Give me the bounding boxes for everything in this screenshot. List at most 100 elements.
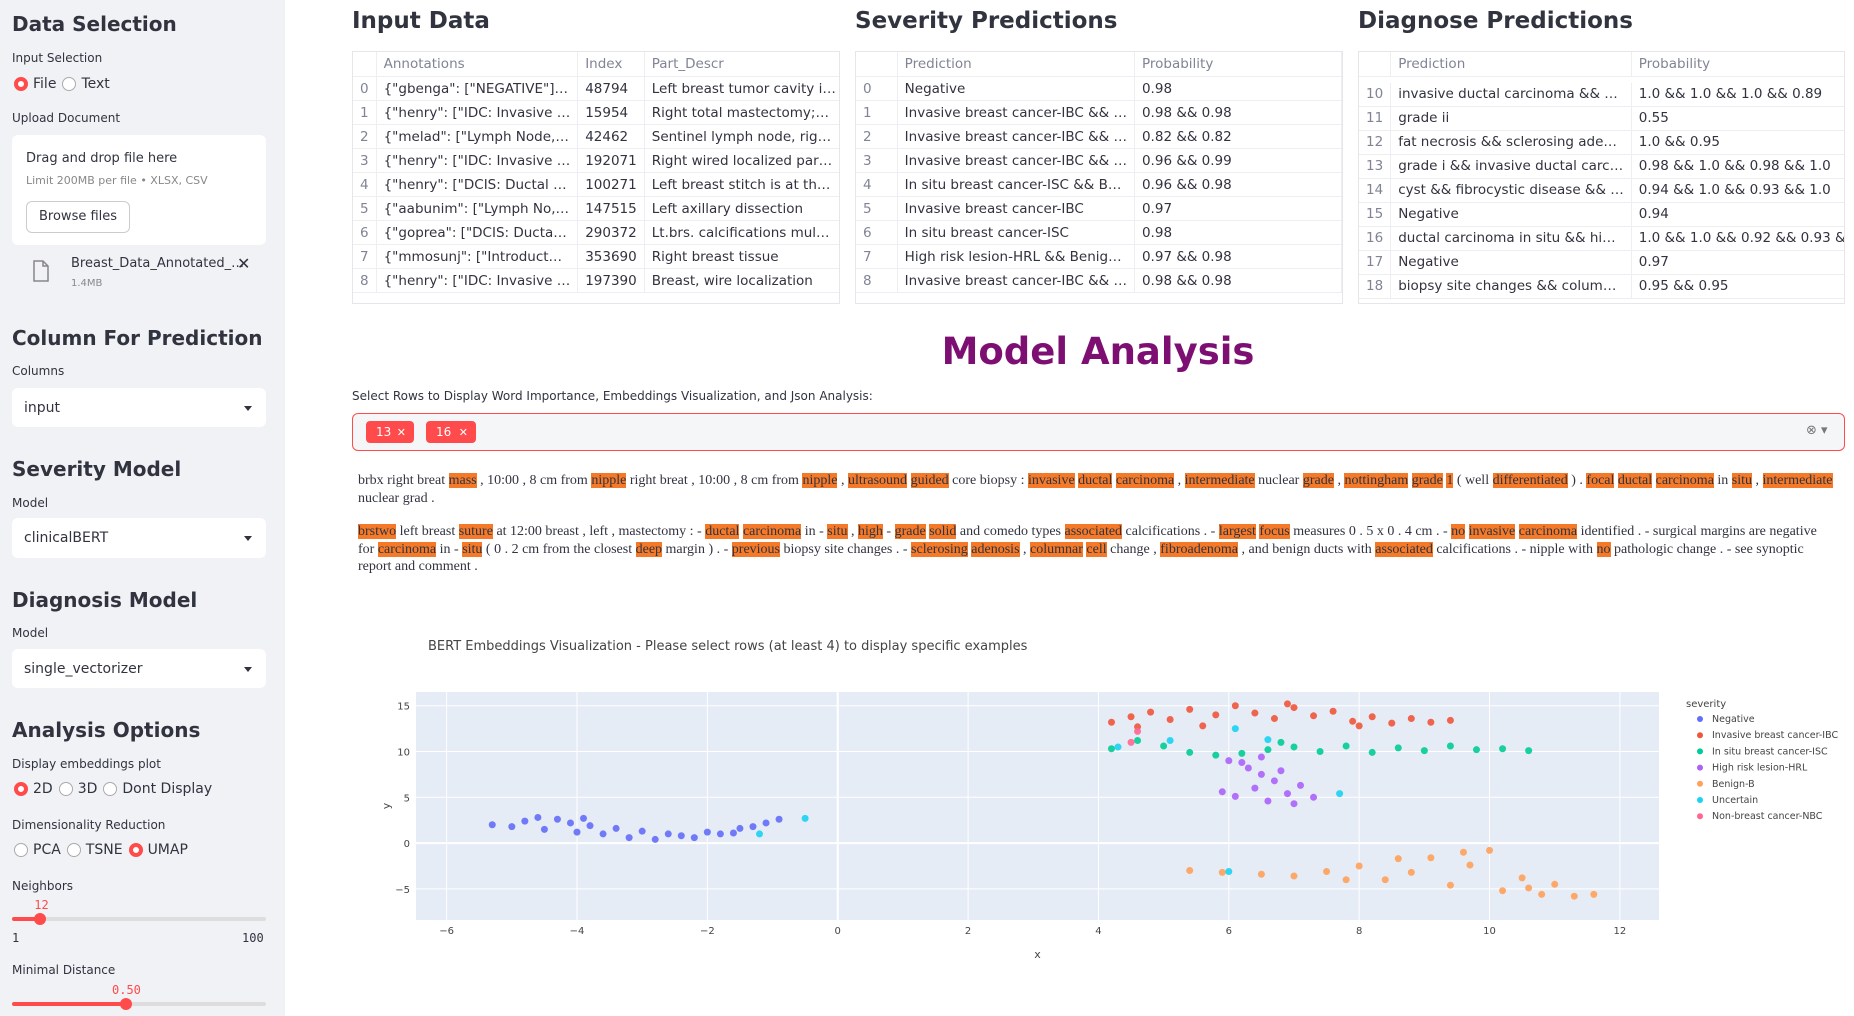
clear-toggle[interactable]: ⊗ ▾ bbox=[1806, 423, 1828, 438]
select[interactable]: input bbox=[12, 388, 266, 427]
point bbox=[1225, 867, 1233, 875]
section-heading: Model Analysis bbox=[941, 330, 1255, 373]
point bbox=[553, 815, 561, 823]
point bbox=[677, 832, 685, 840]
highlighted-word: deep bbox=[635, 541, 663, 557]
row-index: 10 bbox=[1359, 82, 1392, 107]
row: 17 Negative 0.97 bbox=[1359, 250, 1844, 275]
highlighted-word: grade bbox=[1302, 473, 1334, 488]
point bbox=[1283, 790, 1291, 798]
row: 6 In situ breast cancer-ISC 0.98 bbox=[856, 220, 1342, 245]
point bbox=[1394, 855, 1402, 863]
radio-dot bbox=[14, 782, 28, 796]
cell: Negative bbox=[1390, 202, 1632, 227]
label: Display embeddings plot bbox=[12, 757, 161, 771]
cell: Invasive breast cancer-IBC bbox=[897, 196, 1135, 221]
highlighted-word: associated bbox=[1375, 541, 1433, 557]
radio[interactable]: TSNE bbox=[66, 842, 123, 858]
row-index: 3 bbox=[856, 148, 898, 173]
highlighted-word: ultrasound bbox=[847, 473, 908, 488]
legend-label: High risk lesion-HRL bbox=[1712, 763, 1808, 774]
label: Dimensionality Reduction bbox=[12, 818, 166, 832]
row: 3 {"henry": ["IDC: Invasive … 192071 Right … bbox=[353, 148, 839, 173]
cell: 0.98 && 0.98 bbox=[1134, 268, 1342, 293]
multiselect[interactable] bbox=[352, 413, 1845, 451]
browse-button[interactable]: Browse files bbox=[26, 201, 131, 233]
radio-group: 2D 3D Dont Display bbox=[14, 781, 218, 800]
highlighted-word: differentiated bbox=[1492, 473, 1568, 488]
text: core biopsy : bbox=[952, 473, 1025, 488]
sidebar: Data Selection Input Selection File Text … bbox=[0, 0, 285, 1016]
point bbox=[1570, 892, 1578, 900]
text: in - bbox=[439, 541, 459, 557]
cell: {"aabunim": ["Lymph No,… bbox=[376, 196, 579, 221]
table-title: Diagnose Predictions bbox=[1358, 8, 1633, 34]
point bbox=[1368, 713, 1376, 721]
cell: 48794 bbox=[577, 76, 645, 101]
row-tag[interactable]: 13 bbox=[366, 421, 414, 443]
cell: In situ breast cancer-ISC && B… bbox=[897, 172, 1135, 197]
cell: 0.96 && 0.99 bbox=[1134, 148, 1342, 173]
file-name: Breast_Data_Annotated_… bbox=[71, 256, 245, 271]
slider-thumb[interactable] bbox=[34, 913, 47, 925]
slider-thumb[interactable] bbox=[120, 998, 132, 1010]
radio[interactable]: UMAP bbox=[128, 842, 188, 858]
point bbox=[1472, 746, 1480, 754]
row: 7 High risk lesion-HRL && Benig… 0.97 && 0… bbox=[856, 244, 1342, 269]
point bbox=[1186, 867, 1194, 875]
highlighted-word: ductal bbox=[705, 524, 740, 539]
radio[interactable]: PCA bbox=[14, 842, 61, 858]
x-tick-label: −2 bbox=[700, 926, 715, 937]
point bbox=[1264, 797, 1272, 805]
row-tag[interactable]: 16 bbox=[426, 421, 476, 443]
row-index: 6 bbox=[856, 220, 898, 245]
cell: 147515 bbox=[577, 196, 645, 221]
header-row: Prediction Probability bbox=[1359, 52, 1844, 77]
text: pathologic change . - see synoptic repor… bbox=[358, 541, 1804, 575]
radio[interactable]: File bbox=[14, 76, 56, 92]
highlighted-word: fibroadenoma bbox=[1160, 541, 1239, 557]
cell: Right wired localized par… bbox=[644, 148, 839, 173]
highlighted-word: mass bbox=[448, 473, 477, 488]
remove-file[interactable]: ✕ bbox=[237, 254, 251, 273]
cell: Negative bbox=[1390, 250, 1632, 275]
column-header: Probability bbox=[1134, 52, 1342, 77]
row-index: 12 bbox=[1359, 130, 1392, 155]
table-title: Input Data bbox=[352, 8, 490, 34]
row: 11 grade ii 0.55 bbox=[1359, 106, 1844, 131]
cell: grade ii bbox=[1390, 106, 1632, 131]
cell: 0.55 bbox=[1631, 106, 1844, 131]
radio[interactable]: Dont Display bbox=[103, 781, 212, 797]
y-tick-label: 10 bbox=[397, 748, 410, 759]
point bbox=[534, 813, 542, 821]
cell: 1.0 && 0.95 bbox=[1631, 130, 1844, 155]
cell: ductal carcinoma in situ && hi… bbox=[1390, 226, 1632, 251]
cell: Negative bbox=[897, 76, 1135, 101]
radio-label: TSNE bbox=[85, 842, 123, 858]
highlighted-word: ductal bbox=[1078, 473, 1113, 488]
point bbox=[1134, 737, 1142, 745]
row: 10 invasive ductal carcinoma && … 1.0 && 1… bbox=[1359, 82, 1844, 107]
text: nuclear grad . bbox=[358, 490, 435, 506]
row: 6 {"goprea": ["DCIS: Ducta… 290372 Lt.brs. … bbox=[353, 220, 839, 245]
row-index: 11 bbox=[1359, 106, 1392, 131]
highlighted-word: cell bbox=[1086, 541, 1107, 557]
cell: 0.82 && 0.82 bbox=[1134, 124, 1342, 149]
highlighted-word: nipple bbox=[802, 473, 838, 488]
label: Select Rows to Display Word Importance, … bbox=[352, 389, 873, 403]
select[interactable]: single_vectorizer bbox=[12, 649, 266, 688]
point bbox=[586, 822, 594, 830]
select[interactable]: clinicalBERT bbox=[12, 518, 266, 558]
slider-value: 12 bbox=[34, 898, 49, 912]
cell: Left breast tumor cavity i… bbox=[644, 76, 839, 101]
point bbox=[1349, 717, 1357, 725]
x-tick-label: 8 bbox=[1356, 926, 1362, 937]
radio[interactable]: 2D bbox=[14, 781, 53, 797]
highlighted-word: carcinoma bbox=[1655, 473, 1714, 488]
point bbox=[1499, 887, 1507, 895]
point bbox=[801, 814, 809, 822]
radio[interactable]: 3D bbox=[58, 781, 97, 797]
cell: Invasive breast cancer-IBC && … bbox=[897, 124, 1135, 149]
text: , and benign ducts with bbox=[1241, 541, 1372, 557]
radio[interactable]: Text bbox=[62, 76, 110, 92]
